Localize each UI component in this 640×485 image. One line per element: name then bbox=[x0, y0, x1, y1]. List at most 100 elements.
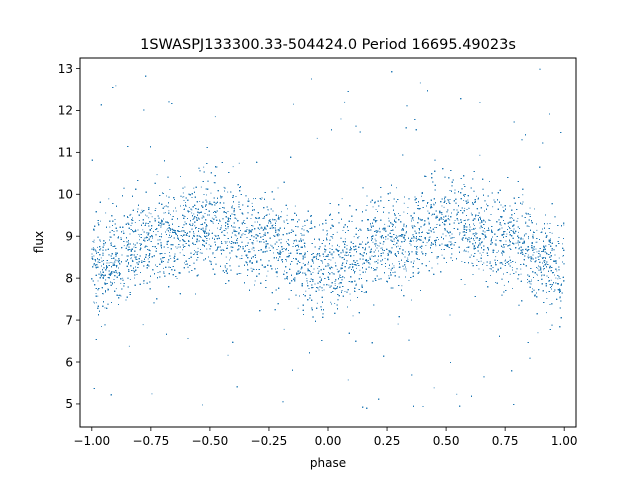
data-point bbox=[462, 240, 464, 241]
data-point bbox=[533, 249, 535, 250]
data-point bbox=[471, 262, 473, 264]
data-point bbox=[332, 237, 334, 239]
data-point bbox=[114, 265, 116, 266]
data-point bbox=[213, 182, 215, 184]
data-point bbox=[340, 274, 341, 276]
data-point bbox=[139, 239, 140, 241]
data-point bbox=[182, 192, 184, 194]
data-point bbox=[373, 268, 374, 269]
data-point bbox=[353, 236, 355, 238]
data-point bbox=[435, 245, 437, 247]
data-point bbox=[388, 268, 390, 269]
data-point bbox=[297, 307, 299, 309]
data-point bbox=[338, 283, 340, 285]
data-point bbox=[489, 268, 491, 270]
data-point bbox=[346, 245, 348, 246]
data-point bbox=[529, 282, 531, 284]
data-point bbox=[404, 251, 406, 253]
data-point bbox=[116, 272, 118, 274]
data-point bbox=[513, 224, 515, 226]
data-point bbox=[142, 324, 144, 326]
data-point bbox=[223, 186, 225, 188]
data-point bbox=[464, 207, 466, 209]
data-point bbox=[474, 235, 476, 237]
data-point bbox=[411, 299, 412, 301]
data-point bbox=[332, 273, 334, 275]
data-point bbox=[426, 242, 428, 244]
data-point bbox=[183, 205, 184, 206]
data-point bbox=[182, 254, 184, 256]
data-point bbox=[120, 295, 122, 297]
data-point bbox=[261, 226, 263, 228]
data-point bbox=[369, 256, 371, 258]
data-point bbox=[359, 274, 361, 276]
data-point bbox=[191, 212, 193, 214]
data-point bbox=[191, 209, 193, 211]
data-point bbox=[138, 220, 140, 221]
data-point bbox=[110, 242, 111, 244]
data-point bbox=[467, 251, 469, 253]
data-point bbox=[316, 137, 318, 139]
data-point bbox=[128, 345, 130, 347]
data-point bbox=[136, 254, 138, 255]
data-point bbox=[394, 244, 396, 246]
data-point bbox=[138, 234, 140, 235]
data-point bbox=[500, 245, 502, 247]
data-point bbox=[546, 312, 547, 314]
data-point bbox=[93, 264, 95, 266]
data-point bbox=[302, 262, 304, 264]
data-point bbox=[402, 254, 404, 255]
data-point bbox=[562, 255, 564, 257]
data-point bbox=[525, 221, 527, 223]
data-point bbox=[393, 240, 395, 242]
data-point bbox=[165, 212, 166, 214]
data-point bbox=[252, 243, 254, 245]
data-point bbox=[229, 259, 230, 261]
data-point bbox=[479, 154, 481, 156]
data-point bbox=[522, 194, 524, 196]
data-point bbox=[502, 264, 504, 265]
data-point bbox=[372, 241, 374, 243]
data-point bbox=[478, 268, 480, 270]
data-point bbox=[393, 265, 395, 267]
data-point bbox=[459, 234, 460, 236]
data-point bbox=[211, 217, 213, 219]
data-point bbox=[401, 285, 403, 287]
data-point bbox=[392, 263, 393, 265]
data-point bbox=[558, 257, 560, 259]
data-point bbox=[502, 234, 504, 235]
data-point bbox=[179, 252, 181, 254]
data-point bbox=[103, 274, 105, 276]
data-point bbox=[278, 230, 280, 232]
data-point bbox=[143, 282, 145, 284]
data-point bbox=[551, 232, 553, 234]
data-point bbox=[155, 208, 157, 209]
data-point bbox=[110, 282, 112, 284]
data-point bbox=[166, 195, 167, 197]
data-point bbox=[379, 227, 380, 229]
data-point bbox=[541, 275, 542, 277]
data-point bbox=[352, 267, 353, 269]
data-point bbox=[387, 238, 389, 240]
data-point bbox=[142, 222, 144, 224]
data-point bbox=[302, 257, 304, 258]
data-point bbox=[214, 116, 216, 118]
data-point bbox=[120, 237, 122, 238]
data-point bbox=[103, 244, 105, 246]
data-point bbox=[156, 174, 158, 176]
data-point bbox=[395, 226, 396, 228]
data-point bbox=[143, 237, 145, 239]
data-point bbox=[481, 242, 482, 244]
data-point bbox=[330, 259, 332, 261]
data-point bbox=[252, 242, 254, 244]
data-point bbox=[533, 248, 535, 250]
data-point bbox=[101, 326, 102, 327]
data-point bbox=[522, 252, 523, 253]
data-point bbox=[412, 240, 414, 242]
data-point bbox=[508, 225, 509, 227]
data-point bbox=[133, 246, 135, 248]
data-point bbox=[277, 187, 279, 189]
data-point bbox=[215, 250, 217, 251]
data-point bbox=[241, 255, 243, 257]
data-point bbox=[421, 195, 422, 197]
